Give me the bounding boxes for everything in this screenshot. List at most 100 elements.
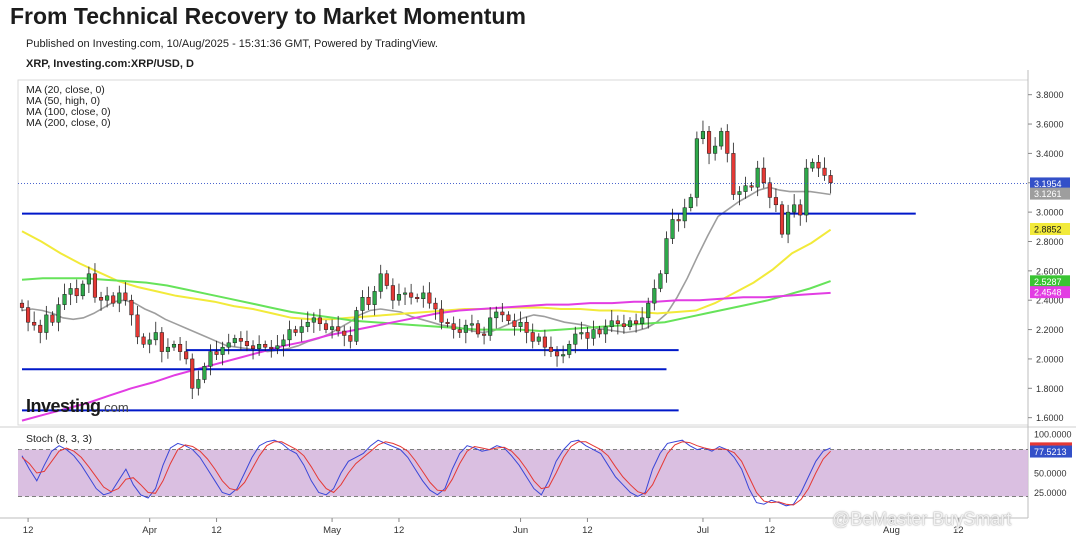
candle-down (822, 167, 827, 176)
candle-down (475, 323, 481, 335)
candle-up (232, 338, 237, 344)
candle-down (129, 299, 134, 316)
candle-up (287, 329, 292, 341)
candle-up (402, 292, 408, 295)
candle-down (123, 292, 128, 301)
time-tick-label: 12 (582, 525, 593, 536)
candle-down (585, 332, 590, 339)
stoch-tag (1030, 445, 1072, 458)
price-tag-label: 3.1954 (1034, 179, 1062, 189)
ma100-line (21, 277, 831, 333)
candle-up (719, 131, 724, 147)
candle-up (360, 297, 365, 311)
candle-up (44, 314, 49, 333)
symbol-label: XRP, Investing.com:XRP/USD, D (26, 58, 194, 70)
candle-down (178, 344, 183, 352)
legend-ma50: MA (50, high, 0) (26, 95, 101, 107)
candle-down (336, 326, 341, 332)
published-note: Published on Investing.com, 10/Aug/2025 … (26, 38, 438, 50)
price-tag (1030, 222, 1070, 235)
candle-up (755, 167, 760, 188)
candle-down (32, 321, 37, 326)
stoch-label: Stoch (8, 3, 3) (26, 433, 92, 445)
candle-up (658, 273, 663, 289)
stoch-tick-label: 100.0000 (1034, 430, 1072, 440)
candle-up (646, 302, 651, 319)
candle-down (524, 321, 529, 333)
stoch-k-line (21, 439, 831, 507)
candle-up (603, 326, 608, 335)
candle-up (196, 379, 201, 389)
candle-up (567, 344, 572, 355)
candle-down (190, 358, 195, 389)
legend-ma100: MA (100, close, 0) (26, 106, 111, 118)
candle-up (68, 288, 73, 295)
candle-down (761, 167, 766, 184)
candle-up (670, 219, 675, 239)
candle-up (421, 292, 426, 299)
candle-down (366, 297, 371, 305)
candle-up (664, 238, 669, 275)
candle-up (536, 336, 541, 342)
candle-down (554, 351, 560, 357)
candle-up (330, 326, 335, 330)
candle-down (26, 307, 31, 323)
candle-down (293, 329, 298, 333)
price-tick-label: 3.4000 (1036, 149, 1064, 159)
candle-down (500, 311, 505, 316)
price-pane-frame (17, 79, 1029, 426)
candle-down (482, 333, 487, 336)
logo-brand: Investing (26, 396, 101, 416)
candle-down (512, 320, 517, 327)
candle-up (488, 317, 493, 336)
stoch-band (18, 449, 1028, 497)
candle-up (652, 288, 657, 304)
time-tick-label: 12 (394, 525, 405, 536)
ma50-line (21, 228, 832, 321)
candle-up (469, 323, 474, 326)
stoch-tick-label: 25.0000 (1034, 488, 1067, 498)
price-tick-label: 2.0000 (1036, 354, 1064, 364)
candle-down (451, 323, 456, 330)
investing-logo: Investing.com (26, 396, 129, 417)
candle-up (518, 321, 523, 327)
candle-down (214, 351, 219, 355)
candle-up (105, 295, 110, 301)
candle-down (816, 161, 821, 169)
candle-up (640, 317, 645, 324)
candle-down (342, 330, 347, 336)
candle-down (427, 292, 432, 304)
price-tag (1030, 286, 1070, 299)
candle-up (117, 292, 122, 304)
stoch-d-line (21, 441, 831, 506)
candle-down (597, 329, 602, 335)
candle-up (810, 161, 815, 169)
candle-down (439, 308, 444, 323)
watermark-text: @BeMaster BuySmart (832, 509, 1012, 529)
price-tag-label: 3.1261 (1034, 189, 1062, 199)
stoch-tick-label: 50.0000 (1034, 469, 1067, 479)
time-tick-label: Aug (883, 525, 900, 536)
price-tick-label: 3.8000 (1036, 90, 1064, 100)
time-tick-label: 12 (953, 525, 964, 536)
legend-ma200: MA (200, close, 0) (26, 117, 111, 129)
ma20-line (21, 186, 831, 353)
candle-up (463, 324, 468, 333)
candle-up (737, 191, 742, 195)
candle-up (743, 185, 748, 192)
ma200-line (21, 291, 831, 422)
price-tick-label: 2.6000 (1036, 266, 1064, 276)
candle-down (530, 332, 535, 342)
time-tick-label: May (323, 525, 341, 536)
candle-up (694, 138, 699, 198)
candle-down (98, 297, 104, 301)
candle-down (38, 324, 43, 333)
candle-down (621, 323, 626, 327)
candle-down (111, 295, 116, 304)
candle-down (159, 332, 164, 352)
candle-down (445, 321, 450, 324)
price-tick-label: 1.8000 (1036, 384, 1064, 394)
candle-up (713, 145, 718, 154)
candle-up (354, 310, 359, 342)
